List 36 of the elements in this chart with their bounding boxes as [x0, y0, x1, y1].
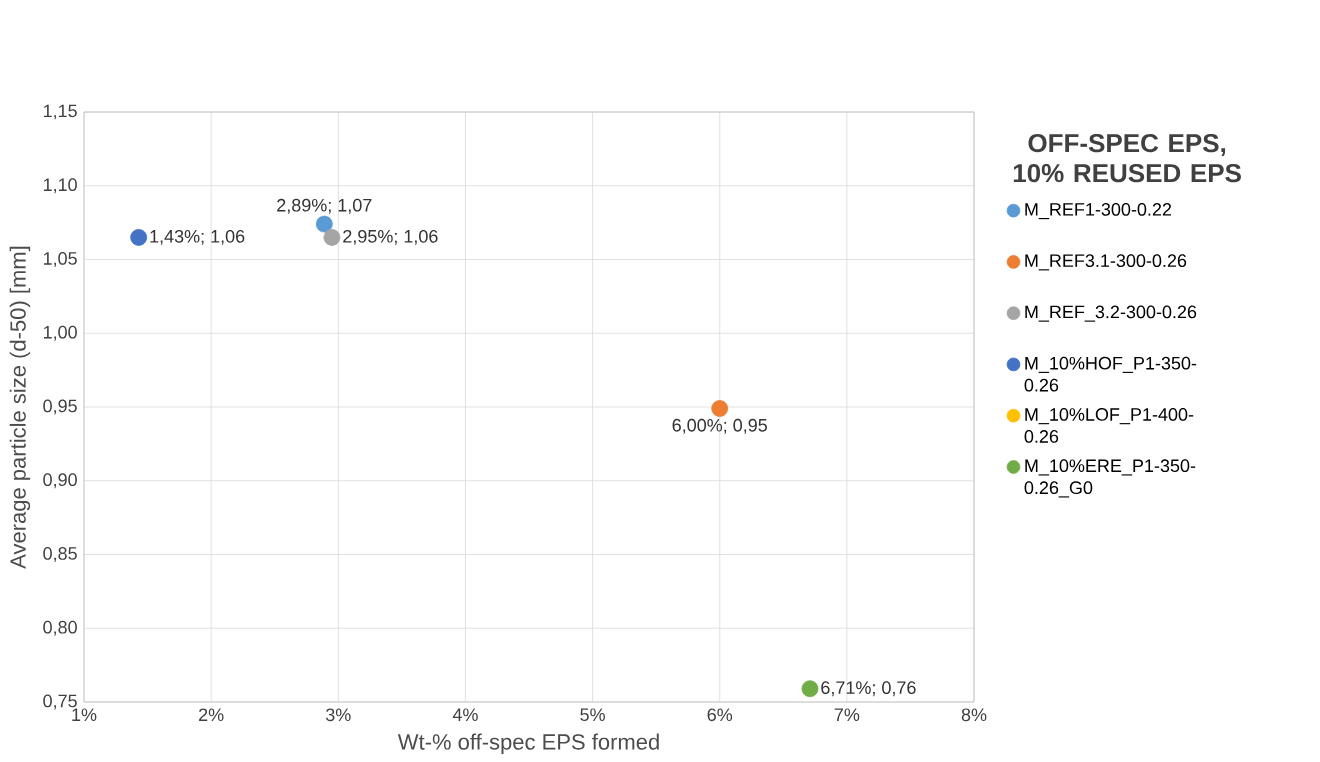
- data-label: 6,71%; 0,76: [821, 681, 916, 697]
- x-tick-label: 2%: [199, 708, 224, 722]
- x-tick-label: 7%: [834, 708, 860, 721]
- x-tick-label: 5%: [580, 708, 605, 722]
- point: [323, 228, 341, 246]
- x-tick-label: 8%: [961, 708, 987, 722]
- legend-label: M_REF3.1-300-0.26: [1025, 254, 1187, 271]
- y-tick-label: 0,90: [43, 473, 77, 489]
- point: [315, 215, 333, 233]
- x-tick-label: 6%: [707, 708, 733, 722]
- y-tick-label: 0,95: [43, 399, 77, 415]
- x-tick-label: 4%: [452, 708, 478, 721]
- legend-label: M_10%ERE_P1-350-0.26_G0: [1024, 459, 1196, 498]
- data-label: 2,95%; 1,06: [343, 229, 438, 245]
- x-axis-title: Wt-% off-spec EPS formed: [397, 733, 659, 755]
- data-label: 1,43%; 1,06: [150, 229, 245, 245]
- y-tick-label: 1,00: [43, 325, 77, 341]
- x-tick-label: 3%: [325, 708, 351, 722]
- y-tick-label: 0,85: [43, 547, 77, 562]
- data-label: 6,00%; 0,95: [672, 418, 767, 434]
- point: [711, 400, 729, 417]
- y-tick-label: 1,05: [43, 252, 77, 267]
- y-axis-title: Average particle size (d-50) [mm]: [9, 246, 31, 569]
- y-tick-label: 1,10: [43, 178, 77, 194]
- legend-label: M_REF_3.2-300-0.26: [1025, 305, 1197, 322]
- legend-label: M_REF1-300-0.22: [1025, 203, 1172, 220]
- y-tick-label: 1,15: [43, 104, 77, 120]
- x-tick-label: 1%: [72, 708, 97, 721]
- legend-label: M_10%HOF_P1-350-0.26: [1024, 356, 1197, 392]
- legend-label: M_10%LOF_P1-400-0.26: [1024, 408, 1194, 443]
- y-tick-label: 0,75: [43, 694, 77, 710]
- point: [130, 228, 148, 246]
- point: [801, 680, 819, 698]
- legend-title: OFF-SPEC EPS, 10% REUSED EPS: [1013, 133, 1241, 183]
- data-label: 2,89%; 1,07: [277, 198, 372, 214]
- y-tick-label: 0,80: [43, 620, 77, 636]
